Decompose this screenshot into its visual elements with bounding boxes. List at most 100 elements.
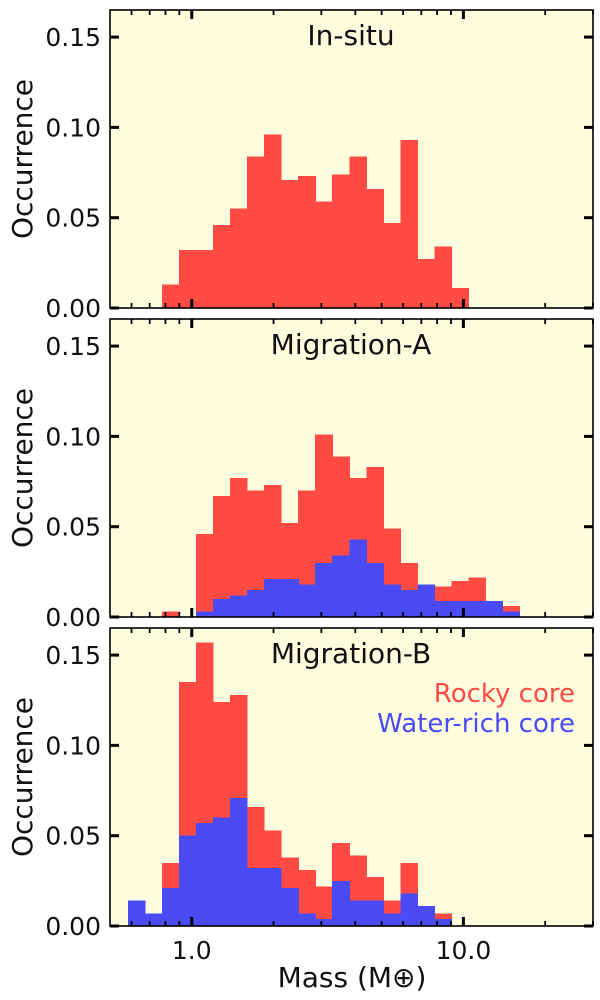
bar-water-rich-core <box>212 598 231 617</box>
bar-rocky-core <box>161 611 180 617</box>
bar-water-rich-core <box>247 868 265 926</box>
y-tick-label: 0.15 <box>45 332 101 361</box>
bar-water-rich-core <box>349 539 367 617</box>
bar-rocky-core <box>451 288 470 308</box>
bar-water-rich-core <box>264 868 282 926</box>
bar-rocky-core <box>212 495 231 617</box>
bar-water-rich-core <box>366 900 384 926</box>
bar-water-rich-core <box>315 562 333 617</box>
bar-water-rich-core <box>400 893 418 926</box>
y-tick-label: 0.10 <box>45 113 101 142</box>
bar-water-rich-core <box>144 913 163 926</box>
ticks-group: 0.00 0.05 0.10 0.15 <box>45 319 594 632</box>
bar-water-rich-core <box>298 913 316 926</box>
y-axis-label: Occurrence <box>6 79 39 239</box>
bar-water-rich-core <box>264 579 282 617</box>
ticks-group: 0.00 0.05 0.10 0.15 1.0 10.0 <box>45 628 594 965</box>
bar-water-rich-core <box>434 918 453 926</box>
y-axis-label: Occurrence <box>6 388 39 548</box>
bar-water-rich-core <box>127 900 146 926</box>
bar-water-rich-core <box>281 888 299 926</box>
ticks-group: 0.00 0.05 0.10 0.15 <box>45 10 594 323</box>
bar-water-rich-core <box>434 600 453 617</box>
y-tick-label: 0.00 <box>45 294 101 323</box>
bar-rocky-core <box>366 188 384 308</box>
bar-water-rich-core <box>230 595 248 617</box>
x-axis-label: Mass (M⊕) <box>278 961 427 994</box>
panel-migration-a: 0.00 0.05 0.10 0.15 Migration-A Occurrence <box>6 318 594 632</box>
bar-water-rich-core <box>178 835 197 926</box>
bar-rocky-core <box>383 223 401 308</box>
bar-rocky-core <box>400 140 418 308</box>
bar-water-rich-core <box>332 555 350 617</box>
plot-frame <box>109 318 594 618</box>
bar-water-rich-core <box>400 589 418 617</box>
panel-in-situ: 0.00 0.05 0.10 0.15 In-situ Occurrence <box>6 9 594 323</box>
bar-water-rich-core <box>468 600 487 617</box>
bar-rocky-core <box>349 156 367 308</box>
bar-rocky-core <box>502 606 521 617</box>
bar-water-rich-core <box>281 579 299 617</box>
bars-group <box>161 434 521 617</box>
y-tick-label: 0.15 <box>45 23 101 52</box>
x-tick-label: 1.0 <box>172 936 212 965</box>
y-tick-label: 0.10 <box>45 731 101 760</box>
bar-rocky-core <box>315 201 333 308</box>
plot-frame <box>109 627 594 927</box>
bar-rocky-core <box>195 533 214 617</box>
bar-rocky-core <box>434 246 453 308</box>
y-tick-label: 0.15 <box>45 641 101 670</box>
bar-water-rich-core <box>349 900 367 926</box>
bar-water-rich-core <box>212 817 231 926</box>
bar-water-rich-core <box>417 906 436 926</box>
bar-rocky-core <box>230 477 248 617</box>
panel-title: In-situ <box>307 19 394 52</box>
panel-title: Migration-B <box>271 637 431 670</box>
bar-rocky-core <box>264 134 282 308</box>
legend-entry-rocky-core: Rocky core <box>434 679 575 709</box>
bar-rocky-core <box>195 250 214 308</box>
bar-rocky-core <box>298 870 316 926</box>
bar-rocky-core <box>230 208 248 308</box>
bar-water-rich-core <box>417 584 436 617</box>
y-tick-label: 0.00 <box>45 912 101 941</box>
bar-water-rich-core <box>161 888 180 926</box>
bar-rocky-core <box>247 490 265 617</box>
y-tick-label: 0.00 <box>45 603 101 632</box>
y-tick-label: 0.10 <box>45 422 101 451</box>
bar-water-rich-core <box>315 918 333 926</box>
bar-rocky-core <box>298 176 316 308</box>
bar-water-rich-core <box>383 913 401 926</box>
plot-frame <box>109 9 594 309</box>
bar-water-rich-core <box>298 584 316 617</box>
bar-rocky-core <box>417 259 436 308</box>
panel-title: Migration-A <box>271 328 432 361</box>
bar-rocky-core <box>178 250 197 308</box>
bar-water-rich-core <box>366 562 384 617</box>
bar-rocky-core <box>161 284 180 308</box>
bar-water-rich-core <box>485 600 504 617</box>
bar-water-rich-core <box>195 823 214 926</box>
panel-migration-b: 0.00 0.05 0.10 0.15 1.0 10.0 Migration-B Occu… <box>6 627 594 994</box>
bar-water-rich-core <box>332 880 350 926</box>
bar-rocky-core <box>281 179 299 308</box>
bar-rocky-core <box>315 886 333 926</box>
bar-water-rich-core <box>502 611 521 617</box>
bar-water-rich-core <box>451 600 470 617</box>
bar-water-rich-core <box>383 584 401 617</box>
bar-water-rich-core <box>247 589 265 617</box>
y-axis-label: Occurrence <box>6 697 39 857</box>
bar-rocky-core <box>332 174 350 308</box>
bars-group <box>161 134 470 308</box>
bar-water-rich-core <box>230 797 248 926</box>
bar-rocky-core <box>212 224 231 308</box>
x-tick-label: 10.0 <box>436 936 492 965</box>
y-tick-label: 0.05 <box>45 513 101 542</box>
legend-entry-water-rich-core: Water-rich core <box>377 709 575 739</box>
bars-group <box>127 642 453 926</box>
y-tick-label: 0.05 <box>45 822 101 851</box>
bar-water-rich-core <box>195 611 214 617</box>
bar-rocky-core <box>247 156 265 308</box>
y-tick-label: 0.05 <box>45 204 101 233</box>
